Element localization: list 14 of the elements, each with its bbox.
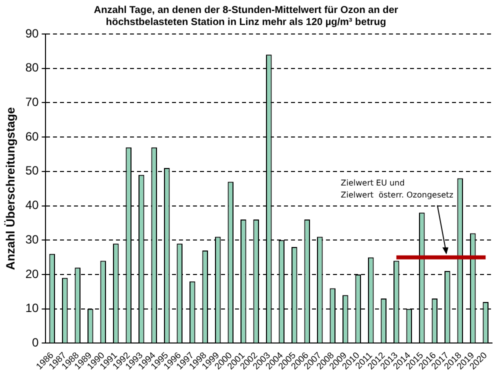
y-tick-label: 30	[25, 232, 40, 246]
y-tick-label: 10	[25, 301, 40, 316]
text: Anzahl Tage, an denen der 8-Stunden-Mittelwert für Ozon an der	[94, 4, 398, 16]
annotation: Zielwert EU und Zielwert österr. Ozongesetz	[340, 178, 454, 200]
y-tick-label: 50	[25, 164, 40, 178]
y-tick-label: 20	[25, 266, 40, 281]
y-tick-label: 60	[25, 129, 40, 144]
y-tick-label: 80	[25, 60, 40, 75]
y-axis-title: Anzahl Überschreitungstage	[4, 106, 18, 270]
text: höchstbelasteten Station in Linz mehr als 120 µg/m³ betrug	[106, 16, 386, 28]
y-tick-label: 90	[25, 26, 40, 40]
y-tick-label: 0	[32, 336, 40, 350]
y-tick-label: 70	[25, 95, 40, 110]
y-tick-label: 40	[25, 198, 40, 212]
